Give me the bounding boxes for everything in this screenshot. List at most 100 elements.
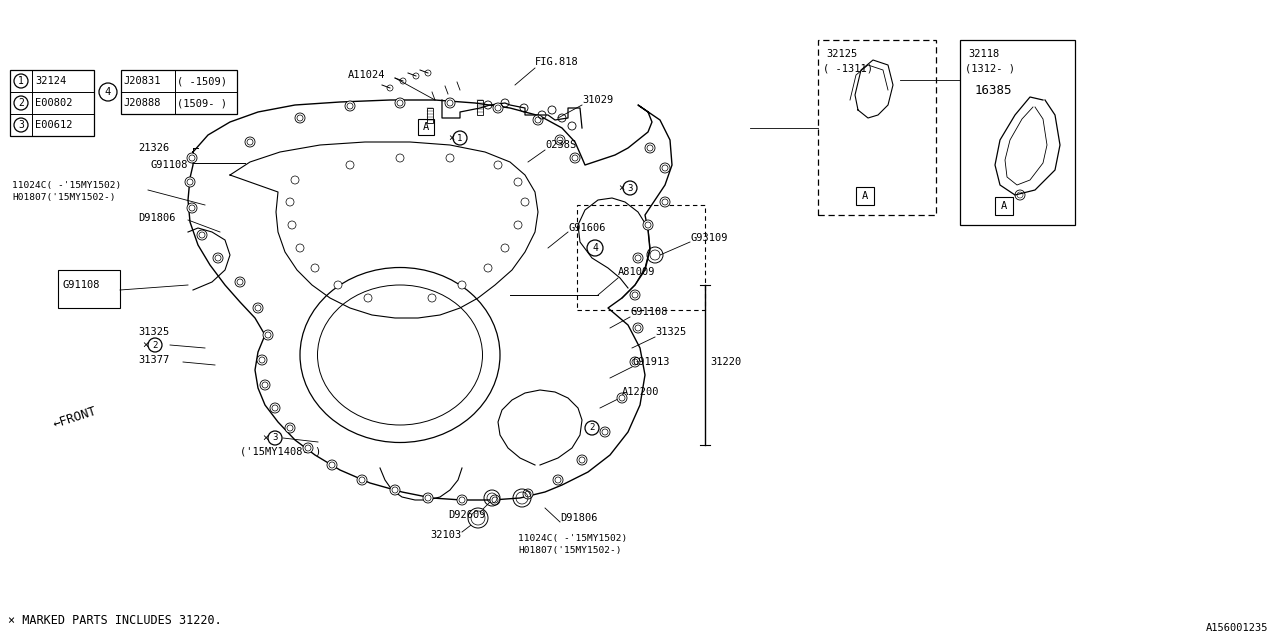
Circle shape [553,475,563,485]
Circle shape [212,253,223,263]
Circle shape [460,497,465,503]
Text: H01807('15MY1502-): H01807('15MY1502-) [518,545,622,554]
Circle shape [392,487,398,493]
Circle shape [198,232,205,238]
Bar [122,70,237,114]
Circle shape [187,153,197,163]
Circle shape [236,277,244,287]
Text: D92609: D92609 [448,510,485,520]
Circle shape [632,292,637,298]
Text: (1509- ): (1509- ) [177,98,227,108]
Circle shape [265,332,271,338]
Circle shape [189,205,195,211]
Circle shape [515,178,522,186]
Circle shape [458,281,466,289]
Text: (1312- ): (1312- ) [965,63,1015,73]
Text: 32103: 32103 [430,530,461,540]
Text: J20831: J20831 [123,76,160,86]
Circle shape [620,395,625,401]
Circle shape [500,244,509,252]
Text: 16385: 16385 [975,83,1012,97]
Circle shape [468,508,488,528]
Circle shape [347,103,353,109]
Circle shape [635,255,641,261]
Circle shape [294,113,305,123]
Circle shape [484,264,492,272]
Circle shape [255,305,261,311]
Circle shape [346,101,355,111]
Circle shape [262,382,268,388]
Text: FIG.818: FIG.818 [535,57,579,67]
Text: ×: × [448,133,454,143]
Circle shape [270,403,280,413]
Text: 3: 3 [273,433,278,442]
Circle shape [260,380,270,390]
Circle shape [273,405,278,411]
Text: 31220: 31220 [710,357,741,367]
Text: 2: 2 [18,98,24,108]
Circle shape [358,477,365,483]
Circle shape [288,221,296,229]
Circle shape [494,161,502,169]
Circle shape [557,137,563,143]
Text: ×: × [618,183,625,193]
Circle shape [425,495,431,501]
Circle shape [632,359,637,365]
Circle shape [645,143,655,153]
Text: D91806: D91806 [561,513,598,523]
Text: G91913: G91913 [632,357,669,367]
Circle shape [515,221,522,229]
Circle shape [521,198,529,206]
Bar [577,205,705,310]
Circle shape [187,179,193,185]
Circle shape [471,511,485,525]
Text: ←FRONT: ←FRONT [52,405,99,431]
Text: G93109: G93109 [690,233,727,243]
Circle shape [572,155,579,161]
Text: J20888: J20888 [123,98,160,108]
Circle shape [303,443,314,453]
Text: A156001235: A156001235 [1206,623,1268,633]
Bar [428,108,433,123]
Circle shape [262,330,273,340]
Circle shape [291,176,300,184]
Text: A: A [422,122,429,132]
Circle shape [602,429,608,435]
Circle shape [296,244,305,252]
Circle shape [634,253,643,263]
Circle shape [643,220,653,230]
Text: 32124: 32124 [35,76,67,86]
Circle shape [577,455,588,465]
Text: ('15MY1408- ): ('15MY1408- ) [241,447,321,457]
Text: 31325: 31325 [138,327,169,337]
Text: 31377: 31377 [138,355,169,365]
Text: 1: 1 [18,76,24,86]
Text: G91108: G91108 [61,280,100,290]
Circle shape [600,427,611,437]
Circle shape [428,294,436,302]
Bar [995,197,1012,215]
Circle shape [524,489,532,499]
Circle shape [635,325,641,331]
Text: 31325: 31325 [655,327,686,337]
Circle shape [390,485,401,495]
Circle shape [422,493,433,503]
Circle shape [662,165,668,171]
Circle shape [630,357,640,367]
Circle shape [186,177,195,187]
Text: D91806: D91806 [138,213,175,223]
Text: 11024C( -'15MY1502): 11024C( -'15MY1502) [12,180,122,189]
Circle shape [634,323,643,333]
Text: × MARKED PARTS INCLUDES 31220.: × MARKED PARTS INCLUDES 31220. [8,614,221,627]
Circle shape [253,303,262,313]
Circle shape [445,154,454,162]
Text: H01807('15MY1502-): H01807('15MY1502-) [12,193,115,202]
Text: 31029: 31029 [582,95,613,105]
Circle shape [396,98,404,108]
Text: G91606: G91606 [568,223,605,233]
Text: ×: × [142,340,148,350]
Bar [960,40,1075,225]
Circle shape [660,163,669,173]
Circle shape [525,491,531,497]
Circle shape [445,98,454,108]
